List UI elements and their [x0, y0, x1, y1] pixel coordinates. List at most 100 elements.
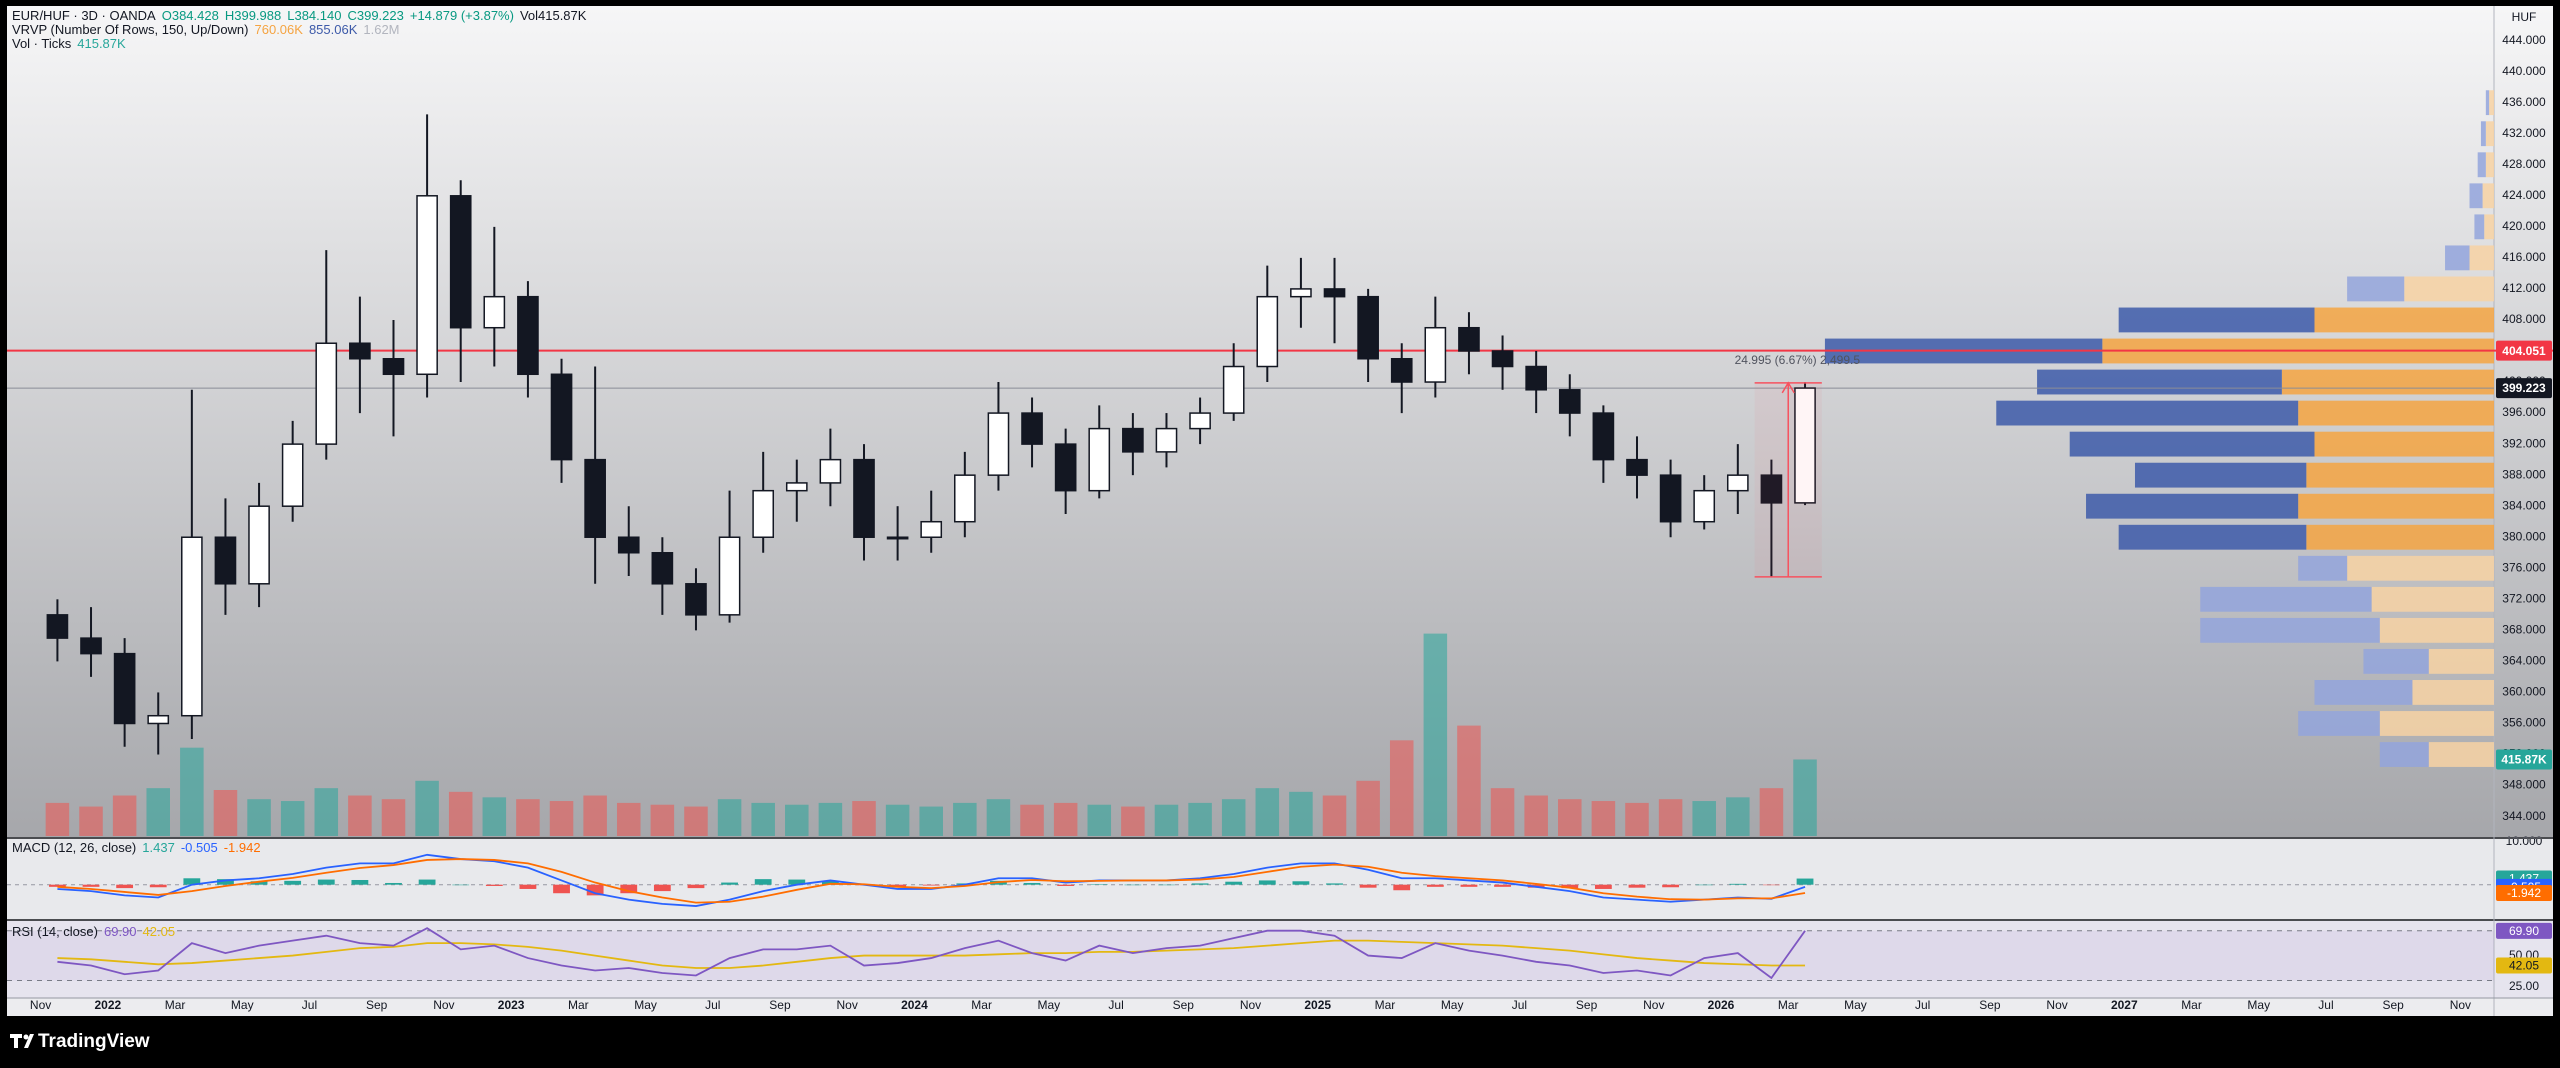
- legend-item: Vol415.87K: [520, 8, 587, 23]
- candle-body: [1088, 427, 1111, 492]
- candle-body: [718, 536, 741, 616]
- candle-body: [1290, 288, 1312, 298]
- legend-item: +14.879 (+3.87%): [410, 8, 514, 23]
- rsi-band: [7, 930, 2494, 981]
- volume-bar: [1759, 788, 1784, 836]
- profile-down: [2298, 555, 2348, 581]
- candle-body: [1626, 458, 1648, 476]
- x-tick-label: Sep: [1576, 998, 1598, 1012]
- macd-histogram: [922, 884, 940, 886]
- legend-item: 1.62M: [363, 22, 399, 37]
- volume-bar: [1322, 795, 1347, 836]
- x-tick-label: Nov: [1240, 998, 1261, 1012]
- macd-histogram: [250, 881, 268, 885]
- macd-histogram: [1561, 884, 1579, 889]
- legend-row: RSI (14, close) 69.90 42.05: [12, 924, 175, 939]
- x-tick-label: Nov: [837, 998, 858, 1012]
- profile-down: [2200, 617, 2380, 643]
- candle-body: [920, 520, 943, 538]
- profile-down: [2379, 742, 2429, 767]
- macd-histogram: [653, 884, 671, 892]
- volume-bar: [1726, 797, 1750, 836]
- y-tick-label: 420.000: [2502, 219, 2546, 233]
- macd-histogram: [1057, 884, 1075, 886]
- volume-bar: [1658, 799, 1683, 836]
- candle-body: [46, 614, 69, 639]
- legend-item: VRVP (Number Of Rows, 150, Up/Down): [12, 22, 249, 37]
- volume-bar: [348, 795, 372, 836]
- macd-histogram: [1695, 884, 1713, 886]
- volume-bar: [280, 801, 305, 836]
- profile-down: [2118, 307, 2315, 333]
- candle-body: [1760, 474, 1783, 504]
- y-tick-label: 444.000: [2502, 33, 2546, 47]
- candle-body: [1390, 358, 1413, 383]
- macd-histogram: [452, 884, 470, 886]
- volume-bar: [45, 802, 70, 836]
- macd-histogram: [889, 884, 907, 887]
- x-tick-label: 2023: [498, 998, 525, 1012]
- legend-item: L384.140: [287, 8, 341, 23]
- candle-body: [1794, 387, 1816, 504]
- y-tick-label: 432.000: [2502, 126, 2546, 140]
- volume-bar: [1625, 802, 1649, 836]
- macd-histogram: [1393, 884, 1411, 891]
- legend-item: O384.428: [162, 8, 219, 23]
- volume-bar: [1692, 801, 1716, 836]
- macd-histogram: [1796, 878, 1814, 885]
- x-tick-label: May: [1441, 998, 1464, 1012]
- volume-bar: [549, 801, 574, 836]
- macd-histogram: [116, 884, 134, 889]
- macd-histogram: [284, 880, 302, 885]
- volume-bar: [1490, 788, 1515, 836]
- candle-body: [1256, 295, 1279, 368]
- volume-bar: [516, 799, 540, 836]
- legend-item: MACD (12, 26, close): [12, 840, 136, 855]
- volume-bar: [1457, 725, 1481, 836]
- macd-histogram: [519, 884, 537, 889]
- volume-bar: [146, 788, 170, 836]
- volume-bar: [1087, 804, 1112, 836]
- rsi-ma-box: [2496, 957, 2552, 974]
- profile-up: [2314, 431, 2494, 457]
- rsi-value-label: 69.90: [2509, 924, 2539, 938]
- volume-bar: [1793, 759, 1817, 836]
- legend-row: EUR/HUF · 3D · OANDA O384.428 H399.988 L384…: [12, 8, 587, 23]
- y-tick-label: 396.000: [2502, 405, 2546, 419]
- x-tick-label: Sep: [1979, 998, 2001, 1012]
- macd-histogram: [1258, 880, 1276, 885]
- volume-bar: [751, 802, 775, 836]
- candle-body: [1693, 489, 1716, 523]
- candle-body: [416, 195, 438, 376]
- x-tick-label: May: [634, 998, 657, 1012]
- profile-down: [2445, 245, 2470, 271]
- volume-bar: [1020, 804, 1044, 836]
- x-tick-label: May: [231, 998, 254, 1012]
- candle-body: [886, 536, 909, 540]
- candle-body: [1491, 350, 1514, 368]
- macd-histogram: [317, 879, 335, 885]
- macd-histogram: [788, 879, 806, 885]
- y-tick-label: 392.000: [2502, 436, 2546, 450]
- volume-bar: [818, 802, 843, 836]
- y-tick-label: 428.000: [2502, 157, 2546, 171]
- profile-down: [2298, 711, 2380, 736]
- candle-body: [819, 458, 842, 484]
- candle-body: [1155, 427, 1178, 453]
- y-tick-label: 416.000: [2502, 250, 2546, 264]
- candle-body: [517, 295, 539, 376]
- legend-row: Vol · Ticks 415.87K: [12, 36, 126, 51]
- legend-item: C399.223: [347, 8, 403, 23]
- candle-body: [953, 474, 976, 523]
- volume-bar: [1389, 740, 1414, 836]
- y-tick-label: 440.000: [2502, 64, 2546, 78]
- y-tick-label: 360.000: [2502, 685, 2546, 699]
- candle-body: [853, 458, 875, 538]
- x-tick-label: Sep: [366, 998, 388, 1012]
- profile-up: [2489, 90, 2494, 116]
- volume-bar: [1221, 799, 1246, 836]
- profile-down: [2134, 462, 2307, 488]
- candle-body: [1222, 365, 1245, 414]
- x-tick-label: Nov: [2046, 998, 2067, 1012]
- profile-down: [2485, 90, 2490, 116]
